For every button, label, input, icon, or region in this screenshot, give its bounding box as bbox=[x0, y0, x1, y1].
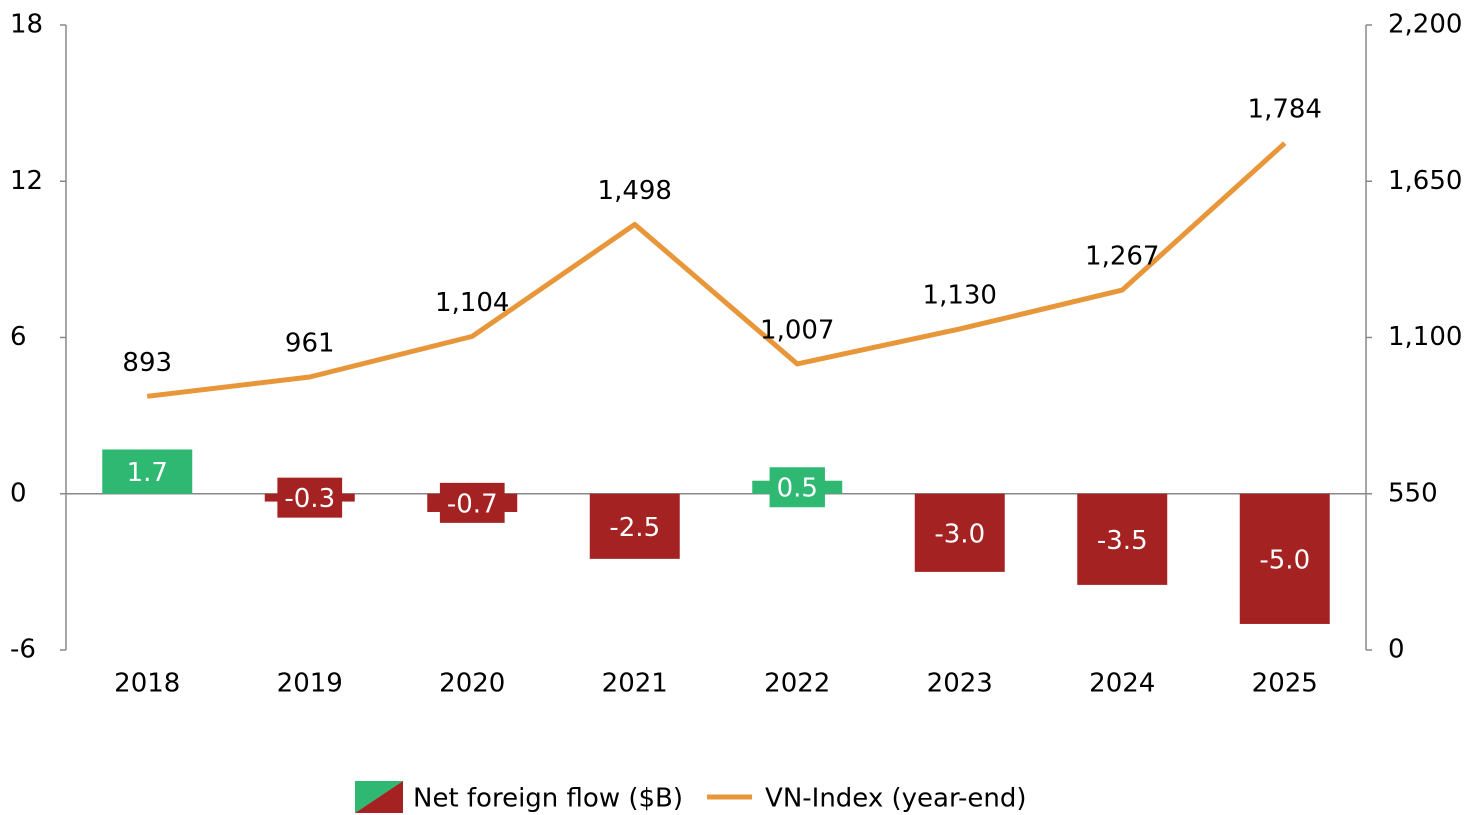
x-tick-label: 2022 bbox=[764, 669, 830, 699]
bar-label-bg bbox=[119, 451, 175, 492]
x-tick-label: 2020 bbox=[439, 669, 505, 699]
y-tick-label: 12 bbox=[10, 166, 43, 196]
y-tick-label: 18 bbox=[10, 10, 43, 40]
y-tick-label: -6 bbox=[10, 635, 36, 665]
y-tick-label: 0 bbox=[10, 478, 27, 508]
bar-label-bg bbox=[277, 477, 343, 518]
line-label: 1,104 bbox=[435, 288, 509, 318]
line bbox=[146, 141, 1287, 399]
x-tick-label: 2025 bbox=[1252, 669, 1318, 699]
y2-tick-label: 2,200 bbox=[1388, 10, 1462, 40]
bar-label-bg bbox=[769, 467, 825, 508]
line-label: 1,007 bbox=[760, 315, 834, 345]
bar-label: 1.7 bbox=[127, 458, 168, 488]
y2-tick-label: 550 bbox=[1388, 478, 1438, 508]
bar-label: -0.7 bbox=[447, 489, 498, 519]
x-tick-label: 2019 bbox=[277, 669, 343, 699]
bar-label-bg bbox=[602, 506, 668, 547]
y2-tick-label: 1,100 bbox=[1388, 322, 1462, 352]
line-label: 1,267 bbox=[1085, 242, 1159, 272]
line-label: 1,784 bbox=[1248, 95, 1322, 125]
line-label: 961 bbox=[285, 328, 335, 358]
bar-label-bg bbox=[1252, 538, 1318, 579]
legend-label: VN-Index (year-end) bbox=[765, 784, 1026, 814]
bar-label-bg bbox=[1089, 519, 1155, 560]
bar-label: -2.5 bbox=[609, 513, 660, 543]
bar-label: 0.5 bbox=[777, 474, 818, 504]
x-tick-label: 2023 bbox=[927, 669, 993, 699]
bar-label-bg bbox=[439, 482, 505, 523]
bar-label: -3.5 bbox=[1097, 526, 1148, 556]
x-tick-label: 2018 bbox=[114, 669, 180, 699]
bar-label: -0.3 bbox=[284, 484, 335, 514]
x-tick-label: 2024 bbox=[1089, 669, 1155, 699]
line-label: 893 bbox=[122, 348, 172, 378]
y-tick-label: 6 bbox=[10, 322, 27, 352]
legend-label: Net foreign flow ($B) bbox=[413, 784, 683, 814]
bar-label: -3.0 bbox=[934, 519, 985, 549]
x-tick-label: 2021 bbox=[602, 669, 668, 699]
bar-label-bg bbox=[927, 512, 993, 553]
y2-tick-label: 1,650 bbox=[1388, 166, 1462, 196]
line-label: 1,498 bbox=[598, 176, 672, 206]
legend-swatch bbox=[355, 781, 403, 813]
y2-tick-label: 0 bbox=[1388, 635, 1405, 665]
line-label: 1,130 bbox=[923, 280, 997, 310]
bar-label: -5.0 bbox=[1259, 545, 1310, 575]
